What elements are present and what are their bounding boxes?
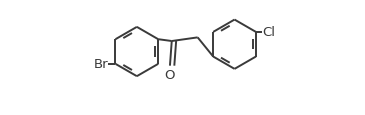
Text: O: O	[165, 68, 175, 81]
Text: Cl: Cl	[262, 26, 275, 39]
Text: Br: Br	[93, 58, 108, 71]
